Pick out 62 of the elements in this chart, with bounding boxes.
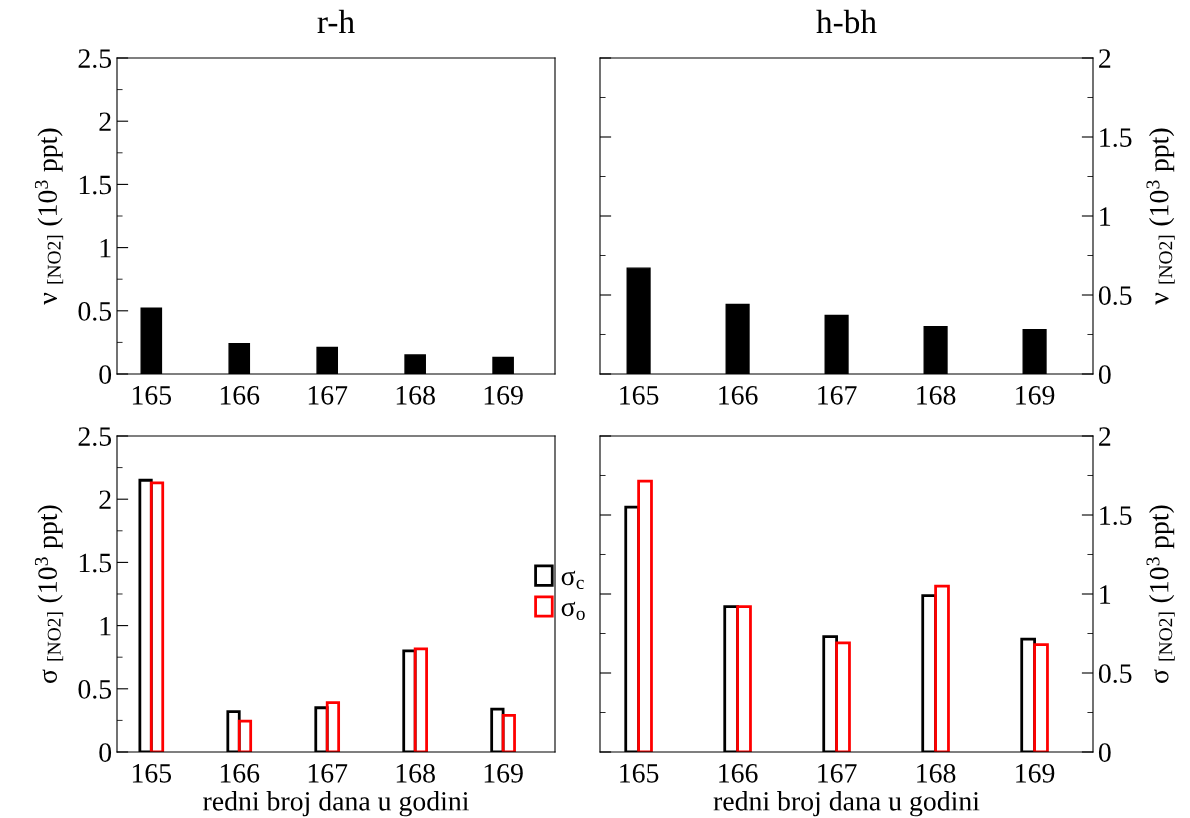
y2-tick-label: 0.5 <box>1098 664 1132 684</box>
x-tick-label: 167 <box>818 763 857 783</box>
y-tick-label: 2 <box>99 112 111 131</box>
x-tick-label: 165 <box>132 385 172 405</box>
x-axis-title: redni broj dana u godini <box>203 791 469 817</box>
x-tick-label: 169 <box>484 763 523 783</box>
y-tick-label: 0 <box>99 365 112 384</box>
chart-title: r-h <box>317 9 355 33</box>
x-tick-label: 168 <box>917 763 956 783</box>
x-tick-label: 166 <box>220 763 260 783</box>
x-tick-label: 165 <box>620 763 659 783</box>
x-tick-label: 165 <box>132 763 172 783</box>
bar <box>413 647 428 752</box>
y2-axis-title: ν $_{[NO2]}$ (10$^{3}$ ppt) <box>1146 128 1175 305</box>
legend-label: σ$_{c}$ <box>561 570 584 590</box>
x-tick-label: 166 <box>220 385 260 405</box>
bar <box>835 641 851 752</box>
y2-tick-label: 2 <box>1099 49 1111 68</box>
y-axis-title: ν $_{[NO2]}$ (10$^{3}$ ppt) <box>34 128 64 305</box>
y-tick-label: 1.5 <box>79 175 112 195</box>
y2-tick-label: 0 <box>1098 743 1111 762</box>
x-tick-label: 168 <box>917 385 956 405</box>
bar <box>149 481 165 752</box>
bar <box>501 713 516 752</box>
chart-title: h-bh <box>816 9 877 34</box>
x-tick-label: 166 <box>719 385 758 405</box>
bar <box>237 719 253 752</box>
x-tick-label: 169 <box>484 385 523 405</box>
y2-tick-label: 1 <box>1100 207 1111 226</box>
x-tick-label: 168 <box>396 763 435 783</box>
x-tick-label: 167 <box>308 763 348 783</box>
y2-axis-title: σ $_{[NO2]}$ (10$^{3}$ ppt) <box>1146 505 1175 683</box>
y-tick-label: 1.5 <box>79 553 112 573</box>
x-axis-title: redni broj dana u godini <box>713 791 980 817</box>
bar <box>637 479 653 752</box>
y2-tick-label: 2 <box>1099 427 1111 446</box>
y2-tick-label: 1.5 <box>1100 506 1132 526</box>
x-tick-label: 169 <box>1016 763 1055 783</box>
y2-tick-label: 1 <box>1100 585 1111 604</box>
x-tick-label: 169 <box>1016 385 1055 405</box>
bar <box>934 584 950 752</box>
y-tick-label: 2.5 <box>78 427 112 447</box>
y2-tick-label: 1.5 <box>1100 128 1132 148</box>
y-tick-label: 0.5 <box>78 679 112 699</box>
x-tick-label: 165 <box>620 385 659 405</box>
x-tick-label: 167 <box>308 385 348 405</box>
legend-label: σ$_{o}$ <box>561 601 585 621</box>
x-tick-label: 167 <box>818 385 857 405</box>
y2-tick-label: 0 <box>1098 365 1111 384</box>
y-axis-title: σ $_{[NO2]}$ (10$^{3}$ ppt) <box>34 505 64 683</box>
y2-tick-label: 0.5 <box>1098 286 1132 306</box>
x-tick-label: 168 <box>396 385 435 405</box>
x-tick-label: 166 <box>719 763 758 783</box>
bar <box>325 701 341 752</box>
y-tick-label: 0.5 <box>78 301 112 321</box>
bar <box>736 605 752 752</box>
y-tick-label: 2.5 <box>78 49 112 69</box>
y-tick-label: 1 <box>100 238 111 258</box>
y-tick-label: 2 <box>99 490 111 509</box>
bar <box>1033 643 1049 752</box>
y-tick-label: 1 <box>100 616 111 636</box>
y-tick-label: 0 <box>99 743 112 762</box>
